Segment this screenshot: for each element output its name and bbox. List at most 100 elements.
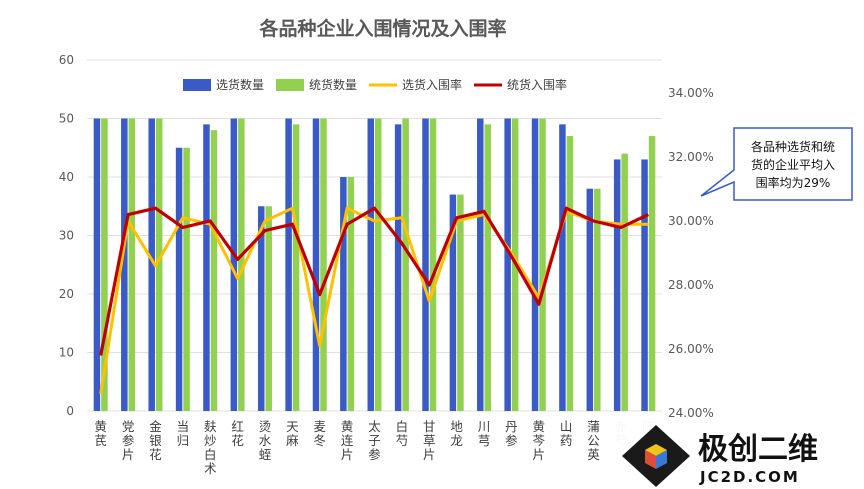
y-right-tick-label: 24.00% bbox=[668, 406, 714, 420]
bar-tonghuo bbox=[128, 118, 136, 411]
x-category-label: 黄连片 bbox=[341, 419, 354, 462]
y-left-tick-label: 0 bbox=[66, 404, 74, 418]
bar-tonghuo bbox=[648, 136, 656, 412]
bar-tonghuo bbox=[265, 206, 272, 411]
legend-swatch bbox=[276, 79, 304, 91]
line-tonghuo-rate bbox=[99, 206, 649, 356]
bar-xuanhuo bbox=[559, 124, 566, 411]
bar-xuanhuo bbox=[203, 124, 210, 411]
x-category-label: 黄芪 bbox=[94, 419, 107, 448]
bar-xuanhuo bbox=[257, 206, 265, 411]
legend-label: 选货数量 bbox=[216, 77, 264, 92]
x-category-label: 太子参 bbox=[368, 419, 381, 462]
bar-tonghuo bbox=[429, 118, 437, 411]
legend-label: 统货入围率 bbox=[507, 77, 567, 92]
x-category-label: 黄芩片 bbox=[533, 419, 546, 462]
y-left-tick-label: 10 bbox=[59, 346, 74, 360]
bar-xuanhuo bbox=[641, 159, 648, 411]
callout-line-2: 货的企业平均入 bbox=[751, 157, 835, 172]
bar-tonghuo bbox=[457, 194, 464, 411]
bar-tonghuo bbox=[183, 147, 190, 411]
bar-tonghuo bbox=[375, 118, 382, 411]
legend: 选货数量 统货数量 选货入围率 统货入围率 bbox=[183, 77, 567, 92]
callout-line-3: 围率均为29% bbox=[756, 175, 831, 190]
y-left-tick-label: 30 bbox=[59, 229, 74, 243]
bar-xuanhuo bbox=[394, 124, 402, 411]
y-left-tick-label: 50 bbox=[59, 112, 74, 126]
x-category-label: 当归 bbox=[177, 419, 190, 448]
x-category-label: 川芎 bbox=[478, 419, 491, 448]
bar-xuanhuo bbox=[586, 188, 594, 411]
legend-swatch bbox=[183, 79, 211, 91]
x-category-label: 麸炒白术 bbox=[204, 419, 217, 476]
bar-tonghuo bbox=[238, 118, 245, 411]
legend-label: 选货入围率 bbox=[402, 77, 462, 92]
x-category-label: 丹参 bbox=[505, 419, 518, 448]
bar-tonghuo bbox=[210, 130, 218, 411]
bar-xuanhuo bbox=[148, 118, 155, 411]
y-axis-right: 24.00% 26.00% 28.00% 30.00% 32.00% 34.00% bbox=[668, 86, 714, 420]
line-series bbox=[99, 206, 649, 395]
y-right-tick-label: 28.00% bbox=[668, 278, 714, 292]
bar-tonghuo bbox=[155, 118, 163, 411]
y-right-tick-label: 34.00% bbox=[668, 86, 714, 100]
bar-series bbox=[93, 118, 656, 412]
x-category-label: 烫水蛭 bbox=[259, 419, 272, 462]
grid-lines bbox=[87, 59, 662, 412]
x-category-label: 山药 bbox=[560, 419, 573, 448]
bar-xuanhuo bbox=[422, 118, 429, 411]
bar-xuanhuo bbox=[449, 194, 457, 411]
bar-xuanhuo bbox=[531, 118, 539, 411]
chart-title: 各品种企业入围情况及入围率 bbox=[258, 17, 506, 40]
x-category-label: 蒲公英 bbox=[587, 419, 600, 462]
callout-box: 各品种选货和统 货的企业平均入 围率均为29% bbox=[700, 127, 853, 201]
x-category-label: 党参片 bbox=[122, 419, 135, 462]
bar-xuanhuo bbox=[175, 147, 183, 411]
x-category-label: 白芍 bbox=[396, 419, 409, 448]
bar-xuanhuo bbox=[504, 118, 511, 411]
bar-xuanhuo bbox=[285, 118, 292, 411]
x-category-label: 红花 bbox=[231, 419, 244, 448]
logo-subtext: JC2D.COM bbox=[699, 468, 800, 486]
y-right-tick-label: 32.00% bbox=[668, 150, 714, 164]
bar-tonghuo bbox=[621, 153, 628, 411]
bar-tonghuo bbox=[347, 177, 355, 411]
bar-xuanhuo bbox=[121, 118, 128, 411]
bar-xuanhuo bbox=[230, 118, 238, 411]
y-left-tick-label: 40 bbox=[59, 170, 74, 184]
callout-line-1: 各品种选货和统 bbox=[751, 139, 835, 154]
y-right-tick-label: 26.00% bbox=[668, 342, 714, 356]
x-category-label: 地龙 bbox=[450, 419, 463, 448]
bar-tonghuo bbox=[292, 124, 300, 411]
bar-tonghuo bbox=[320, 118, 327, 411]
bar-tonghuo bbox=[539, 118, 546, 411]
y-left-tick-label: 20 bbox=[59, 287, 74, 301]
bar-tonghuo bbox=[484, 124, 492, 411]
bar-xuanhuo bbox=[367, 118, 374, 411]
callout-shape bbox=[700, 127, 853, 201]
logo-cube-left-icon bbox=[645, 450, 656, 469]
x-category-label: 甘草片 bbox=[423, 419, 436, 462]
bar-xuanhuo bbox=[340, 177, 347, 411]
bar-xuanhuo bbox=[613, 159, 621, 411]
bar-tonghuo bbox=[101, 118, 108, 411]
bar-xuanhuo bbox=[477, 118, 484, 411]
logo-cube-right-icon bbox=[656, 450, 667, 469]
line-xuanhuo-rate bbox=[99, 206, 649, 395]
bar-tonghuo bbox=[594, 188, 601, 411]
bar-tonghuo bbox=[566, 136, 574, 412]
watermark-logo: 极创二维 JC2D.COM bbox=[615, 420, 863, 489]
logo-text: 极创二维 bbox=[698, 432, 818, 467]
x-category-label: 金银花 bbox=[149, 419, 162, 462]
x-category-label: 麦冬 bbox=[313, 419, 326, 448]
legend-label: 统货数量 bbox=[309, 77, 357, 92]
y-axis-left: 0 10 20 30 40 50 60 bbox=[59, 53, 74, 418]
y-right-tick-label: 30.00% bbox=[668, 214, 714, 228]
bar-tonghuo bbox=[402, 118, 409, 411]
bar-xuanhuo bbox=[93, 118, 101, 411]
bar-xuanhuo bbox=[312, 118, 320, 411]
y-left-tick-label: 60 bbox=[59, 53, 74, 67]
x-category-label: 天麻 bbox=[286, 419, 299, 448]
